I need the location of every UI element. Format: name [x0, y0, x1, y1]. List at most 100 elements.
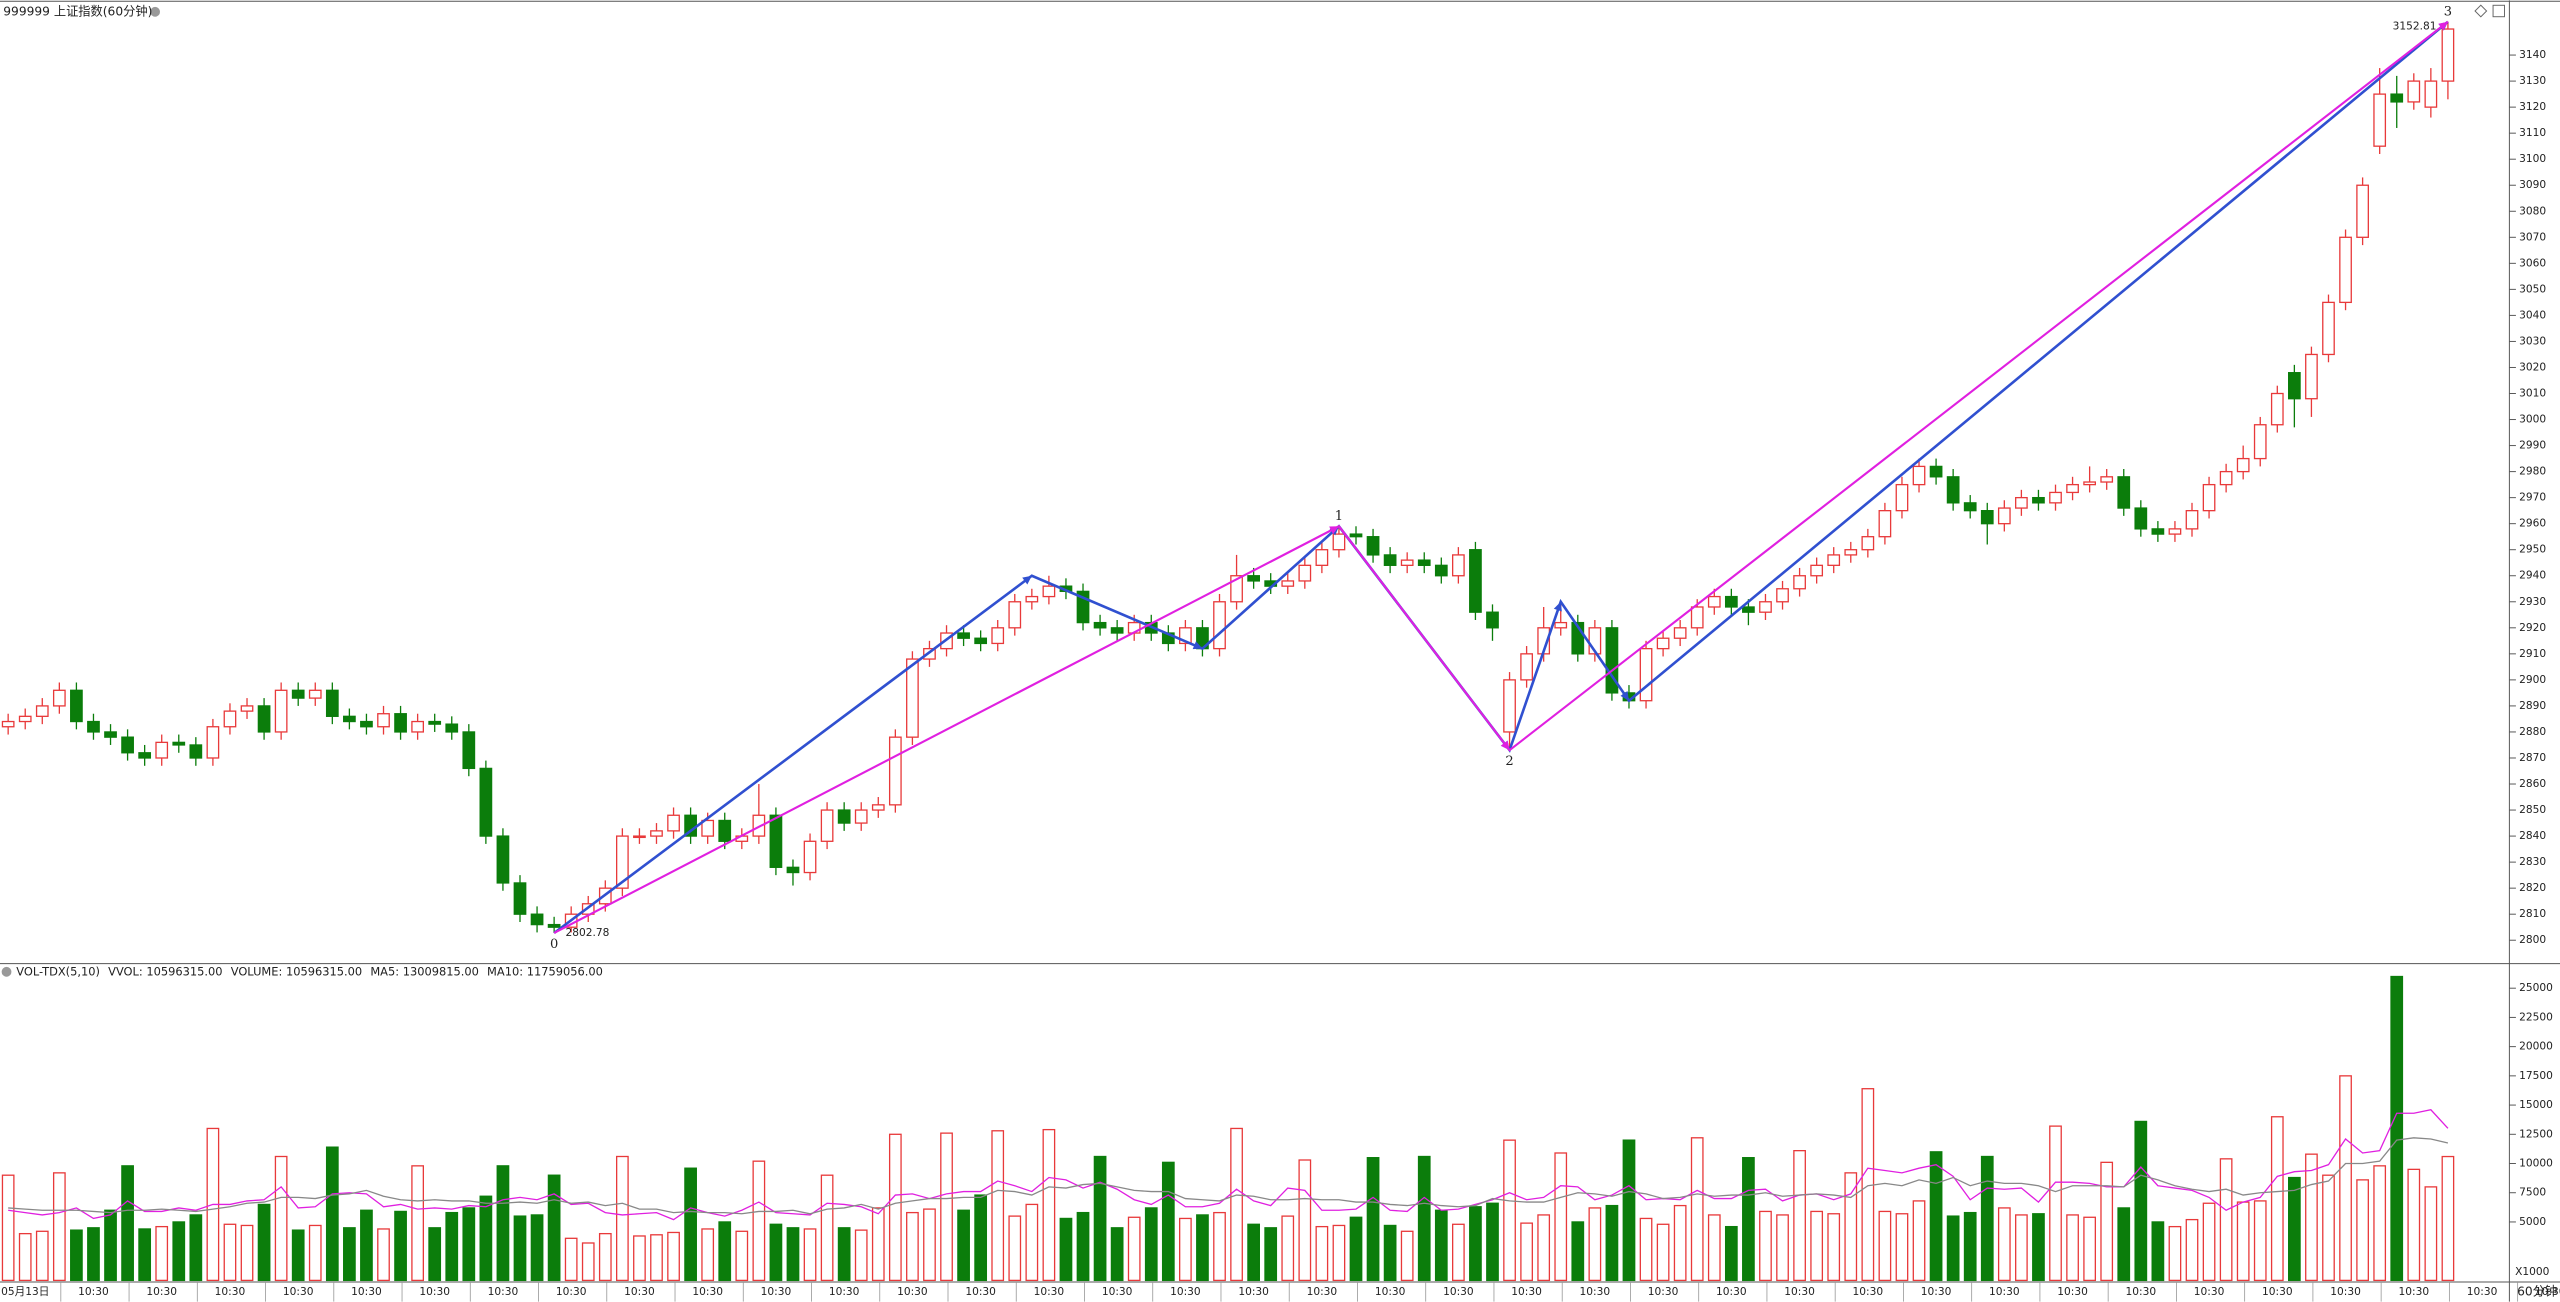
x-tick-label: 10:30	[1443, 1285, 1474, 1298]
candle-body	[428, 720, 442, 725]
volume-bar	[1196, 1214, 1209, 1282]
volume-bar	[189, 1214, 203, 1282]
window-icon[interactable]	[2474, 4, 2488, 18]
x-tick-label: 10:30	[2535, 1285, 2560, 1298]
y-tick-label: 3110	[2519, 126, 2546, 139]
candle-body	[820, 809, 834, 842]
volume-bar	[496, 1165, 510, 1282]
candle-body	[479, 767, 493, 837]
volume-bar	[616, 1155, 629, 1282]
volume-bar	[1469, 1206, 1482, 1282]
y-tick-label: 3000	[2519, 413, 2546, 426]
candle-body	[377, 713, 390, 728]
volume-bar	[1127, 1216, 1141, 1282]
indicator-icon[interactable]	[1, 966, 12, 977]
candle-body	[1315, 549, 1329, 566]
volume-bar	[1247, 1223, 1260, 1282]
ma-line	[8, 1109, 2449, 1221]
x-tick-label: 10:30	[624, 1285, 655, 1298]
candle-body	[1929, 465, 1943, 478]
candle-body	[138, 752, 152, 759]
x-tick-label: 10:30	[2330, 1285, 2361, 1298]
candle-body	[291, 689, 305, 699]
wave-label: 1	[1335, 509, 1343, 524]
candle-body	[1861, 536, 1875, 551]
y-tick-label: 2860	[2519, 777, 2546, 790]
volume-bar	[2134, 1120, 2148, 1282]
x-tick-label: 10:30	[1102, 1285, 1133, 1298]
candle-body	[1366, 536, 1380, 556]
volume-bar	[2373, 1165, 2387, 1282]
y-tick-label: 10000	[2519, 1157, 2553, 1170]
candle-body	[1, 720, 15, 728]
candle-body	[1383, 554, 1397, 566]
wave-label: 2	[1505, 754, 1513, 769]
volume-bar	[428, 1227, 442, 1282]
candle-body	[2032, 496, 2045, 504]
y-tick-label: 17500	[2519, 1069, 2553, 1082]
candle-body	[2424, 80, 2438, 108]
settings-icon[interactable]	[150, 6, 160, 17]
candle-body	[52, 689, 66, 707]
candle-body	[2168, 528, 2182, 535]
candle-body	[633, 835, 646, 839]
volume-bar	[2322, 1174, 2335, 1282]
candle-body	[2339, 236, 2352, 304]
candle-body	[991, 627, 1005, 645]
volume-bar	[70, 1229, 83, 1282]
volume-bar	[667, 1231, 680, 1282]
volume-bar	[1997, 1207, 2011, 1282]
volume-bar	[1452, 1223, 1465, 1282]
x-tick-label: 10:30	[1716, 1285, 1747, 1298]
volume-bar	[1827, 1213, 1841, 1282]
indicator-header: MA10: 11759056.00	[487, 964, 603, 978]
window-icon[interactable]	[2492, 4, 2505, 18]
candle-body	[1008, 601, 1022, 629]
candle-body	[1332, 533, 1346, 551]
volume-bar	[1929, 1151, 1943, 1282]
candle-body	[308, 689, 322, 699]
y-tick-label: 3040	[2519, 308, 2546, 321]
volume-bar	[1298, 1159, 1312, 1282]
candle-body	[121, 736, 134, 754]
candle-body	[1946, 476, 1960, 504]
y-tick-label: 2840	[2519, 829, 2546, 842]
candle-body	[1520, 653, 1533, 681]
candle-body	[87, 720, 100, 733]
volume-bar	[564, 1237, 578, 1282]
candle-body	[803, 840, 817, 874]
x-tick-label: 10:30	[2126, 1285, 2157, 1298]
volume-bar	[1946, 1215, 1960, 1282]
candle-body	[2322, 301, 2335, 356]
unit-label: X1000	[2515, 1265, 2550, 1278]
volume-bar	[445, 1211, 459, 1282]
candle-body	[1434, 564, 1448, 577]
candle-body	[667, 814, 680, 832]
candle-body	[1281, 580, 1295, 587]
candle-body	[1707, 595, 1721, 608]
volume-bar	[598, 1232, 612, 1282]
candle-body	[343, 715, 356, 723]
candle-body	[1452, 554, 1465, 577]
candle-body	[1571, 621, 1585, 655]
candle-body	[650, 830, 663, 837]
volume-bar	[923, 1208, 936, 1282]
candle-body	[530, 913, 544, 926]
volume-bar	[1537, 1214, 1551, 1282]
volume-bar	[1161, 1161, 1175, 1282]
wave-arrow	[1500, 740, 1510, 751]
y-tick-label: 2960	[2519, 517, 2546, 530]
volume-bar	[1417, 1155, 1431, 1282]
volume-bar	[547, 1174, 561, 1282]
volume-bar	[1349, 1216, 1363, 1282]
candle-body	[2151, 528, 2165, 535]
volume-bar	[1520, 1222, 1533, 1282]
volume-bar	[1980, 1155, 1994, 1282]
y-tick-label: 15000	[2519, 1098, 2553, 1111]
y-tick-label: 2920	[2519, 621, 2546, 634]
x-tick-label: 10:30	[1511, 1285, 1542, 1298]
candle-body	[1759, 601, 1772, 613]
volume-bar	[871, 1207, 885, 1282]
volume-bar	[1213, 1211, 1226, 1282]
